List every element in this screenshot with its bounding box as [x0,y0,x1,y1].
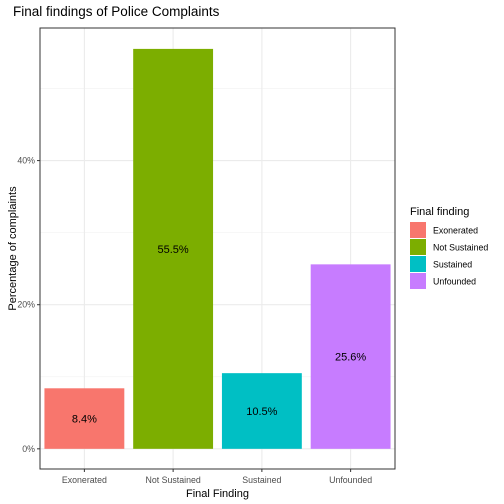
panel-border [39,27,396,470]
legend-key [410,222,426,238]
legend-title: Final finding [410,206,469,218]
y-tick-label: 20% [17,300,35,310]
chart-title: Final findings of Police Complaints [13,4,220,19]
legend: Final finding Exonerated Not Sustained Sus… [410,206,488,289]
y-tick-label: 0% [22,444,35,454]
legend-label: Sustained [433,260,472,270]
legend-label: Exonerated [433,226,478,236]
bar-data-label: 8.4% [72,414,97,426]
y-axis-title: Percentage of complaints [7,186,19,311]
y-axis: 0% 20% 40% [17,156,40,454]
x-tick-label: Unfounded [329,475,372,485]
x-tick-label: Exonerated [62,475,107,485]
bar-data-label: 25.6% [335,352,366,364]
bar-unfounded [310,264,391,449]
legend-label: Unfounded [433,277,476,287]
bar-data-label: 10.5% [246,406,277,418]
bar-not-sustained [133,48,214,449]
bar-exonerated [44,388,125,449]
bars [44,48,391,449]
x-tick-label: Not Sustained [145,475,200,485]
legend-key [410,273,426,289]
bar-data-label: 55.5% [158,244,189,256]
legend-key [410,239,426,255]
x-tick-label: Sustained [242,475,281,485]
bar-labels: 8.4% 55.5% 10.5% 25.6% [39,27,396,470]
bar-sustained [221,373,302,449]
y-tick-label: 40% [17,156,35,166]
legend-items: Exonerated Not Sustained Sustained Unfounde… [410,222,488,289]
x-axis: Exonerated Not Sustained Sustained Unfounde… [62,469,372,485]
legend-label: Not Sustained [433,243,488,253]
x-axis-title: Final Finding [186,488,249,500]
legend-key [410,256,426,272]
